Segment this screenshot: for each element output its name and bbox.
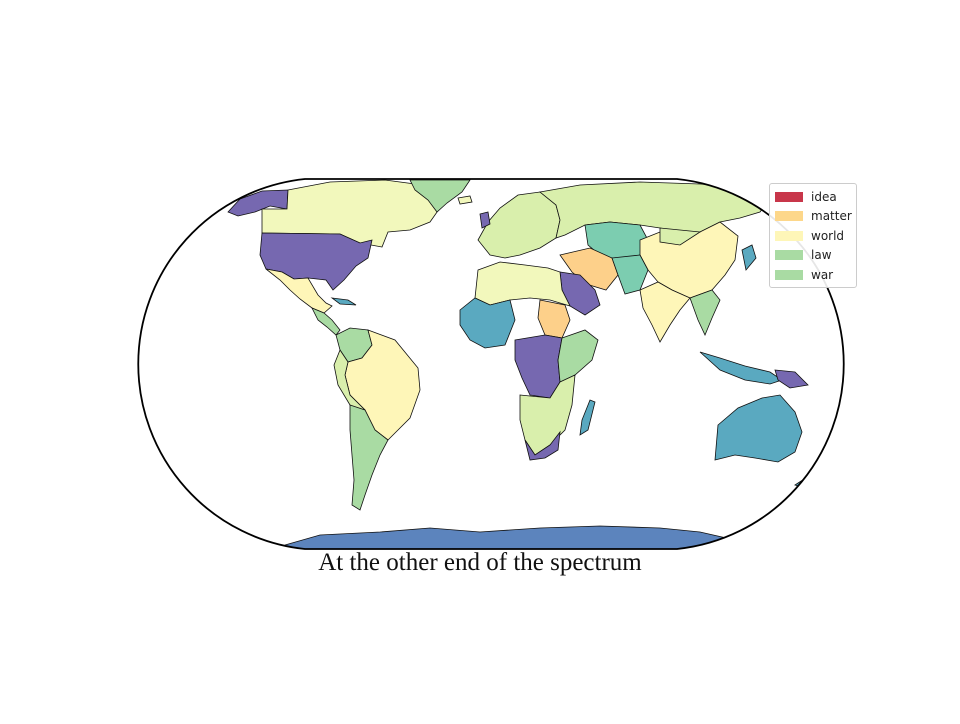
- region-russia: [539, 181, 773, 239]
- map-caption: At the other end of the spectrum: [318, 549, 642, 576]
- region-iceland: [457, 195, 473, 205]
- legend-swatch: [775, 191, 803, 202]
- legend-label: matter: [811, 209, 852, 224]
- legend-item: matter: [770, 207, 856, 227]
- legend-item: idea: [770, 187, 856, 207]
- region-indonesia: [699, 351, 783, 385]
- region-usa: [259, 232, 373, 291]
- region-uk: [479, 211, 491, 229]
- region-india: [639, 281, 691, 343]
- legend-label: idea: [811, 189, 837, 204]
- legend-label: war: [811, 267, 834, 282]
- region-australia: [714, 394, 803, 463]
- region-central-america: [311, 307, 341, 336]
- legend-item: war: [770, 265, 856, 285]
- region-pakistan: [611, 254, 649, 295]
- legend-item: world: [770, 226, 856, 246]
- region-europe: [477, 191, 561, 259]
- legend-swatch: [775, 269, 803, 280]
- region-sudan: [537, 299, 571, 339]
- region-greenland: [409, 179, 471, 213]
- region-madagascar: [579, 399, 596, 436]
- legend-swatch: [775, 211, 803, 222]
- region-new-guinea: [774, 369, 809, 389]
- region-east-africa: [557, 329, 599, 383]
- region-southeast-asia: [689, 289, 721, 336]
- region-mexico: [265, 268, 333, 314]
- legend-item: law: [770, 246, 856, 266]
- landmasses: [227, 179, 829, 549]
- legend-swatch: [775, 250, 803, 261]
- map-legend: idea matter world law war: [769, 183, 857, 288]
- region-west-africa: [459, 297, 516, 349]
- region-southern-africa: [519, 374, 576, 456]
- legend-swatch: [775, 230, 803, 241]
- region-south-africa: [524, 430, 561, 461]
- region-japan: [741, 244, 757, 271]
- region-argentina: [349, 404, 389, 511]
- region-cuba: [330, 297, 357, 306]
- legend-label: law: [811, 248, 832, 263]
- region-antarctica: [284, 525, 736, 549]
- region-mongolia: [659, 227, 702, 246]
- region-canada: [261, 179, 443, 248]
- region-north-africa: [474, 261, 571, 307]
- region-central-africa: [514, 334, 563, 399]
- legend-label: world: [811, 228, 845, 243]
